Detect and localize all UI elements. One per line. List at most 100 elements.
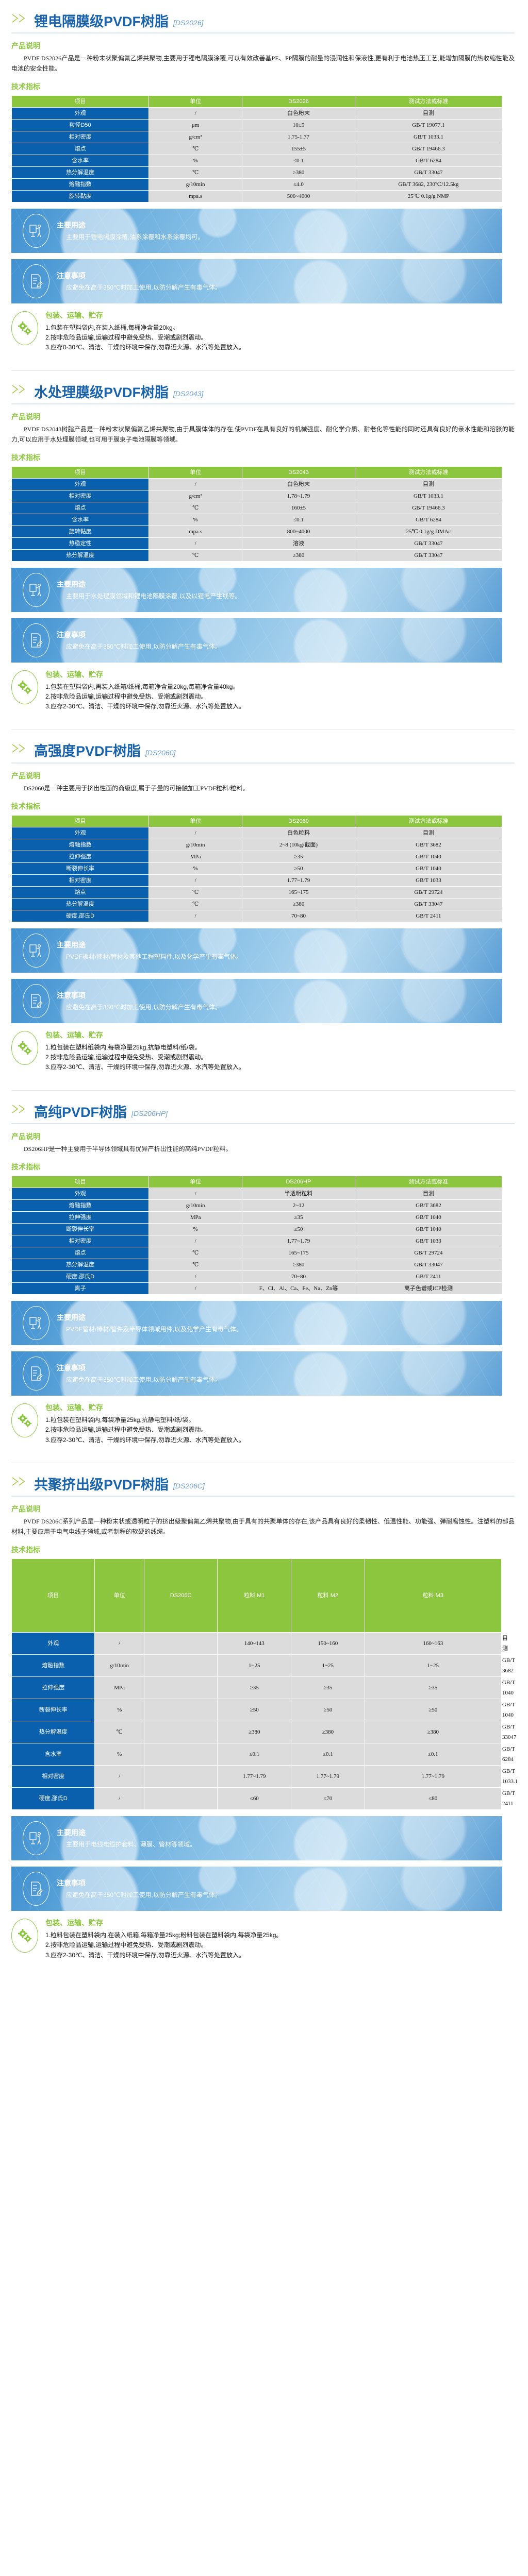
table-row: 外观 / 白色粉末 目测 — [12, 478, 502, 490]
table-cell: mpa.s — [149, 190, 242, 202]
table-cell: g/10min — [149, 839, 242, 851]
row-label: 断裂伸长率 — [12, 1699, 95, 1721]
table-cell: ≤0.1 — [242, 514, 355, 526]
table-cell: % — [95, 1743, 144, 1765]
table-row: 熔融指数 g/10min 1~25 1~25 1~25 GB/T 3682 — [12, 1654, 515, 1676]
table-cell: g/10min — [149, 178, 242, 190]
packaging-block: 包装、运输、贮存 1.包装在塑料袋内,再装入纸箱/纸桶,每箱净含量20kg,每箱净… — [11, 669, 502, 712]
list-item: 2.按非危险品运输,运输过程中避免受热、受潮或剧烈震动。 — [45, 1941, 207, 1949]
table-row: 熔点 ℃ 160±5 GB/T 19466.3 — [12, 502, 502, 514]
table-cell: ≥50 — [242, 862, 355, 874]
description-heading: 产品说明 — [11, 1132, 40, 1141]
gears-icon — [11, 1918, 38, 1953]
table-cell: % — [95, 1699, 144, 1721]
description-text: PVDF DS2026产品是一种粉末状聚偏氟乙烯共聚物,主要用于锂电隔膜涂覆,可… — [11, 55, 515, 72]
table-row: 旋转黏度 mpa.s 500~4000 25℃ 0.1g/g NMP — [12, 190, 502, 202]
list-item: 1.粒包装在塑料袋内,每袋净量25kg,抗静电塑料/纸/袋。 — [45, 1416, 195, 1423]
usage-heading: 主要用途 — [57, 580, 86, 588]
product-title-row: 高强度PVDF树脂 [DS2060] — [0, 730, 528, 761]
table-cell: g/cm³ — [149, 131, 242, 143]
table-cell: 140~143 — [218, 1632, 291, 1654]
list-item: 3.应存2-30℃、清洁、干燥的环境中保存,勿靠近火源、水汽等处置放入。 — [45, 1063, 245, 1071]
table-cell: 1.77~1.79 — [218, 1765, 291, 1787]
spec-table: 项目 单位 DS2026 测试方法或标准 外观 / 白色粉末 目测 粒径D50 μm 10±5 GB/… — [11, 95, 502, 202]
table-cell: ℃ — [149, 502, 242, 514]
table-cell: / — [149, 107, 242, 119]
table-header-row: 项目 单位 DS206C 粒料 M1 粒料 M2 粒料 M3 测试方法或标准 — [12, 1558, 508, 1632]
description-text: PVDF DS206C系列产品是一种粉末状或透明粒子的挤出级聚偏氟乙烯共聚物,由… — [11, 1518, 515, 1535]
table-cell: ≥380 — [291, 1721, 365, 1743]
list-item: 3.应存2-30℃、清洁、干燥的环境中保存,勿靠近火源、水汽等处置放入。 — [45, 1951, 245, 1959]
description-heading: 产品说明 — [11, 42, 40, 50]
table-cell: 半透明粒料 — [242, 1188, 355, 1199]
column-header: DS2043 — [242, 466, 355, 478]
table-cell: 70~80 — [242, 1270, 355, 1282]
table-cell: GB/T 33047 — [355, 537, 502, 549]
table-cell: GB/T 1033 — [355, 1235, 502, 1247]
page-title: 共聚挤出级PVDF树脂 — [34, 1477, 169, 1493]
table-cell: 1~25 — [291, 1654, 365, 1676]
table-row: 含水率% ≤0.1 ≤0.1 ≤0.1 GB/T 6284 — [12, 1743, 515, 1765]
presentation-board-icon — [23, 213, 50, 248]
packaging-heading: 包装、运输、贮存 — [45, 311, 103, 319]
notice-banner: 注意事项 应避免在高于350℃时加工使用,以防分解产生有毒气体。 — [11, 1351, 502, 1396]
table-header-row: 项目 单位 DS206HP 测试方法或标准 — [12, 1176, 502, 1188]
column-header: DS2060 — [242, 815, 355, 827]
column-header: 项目 — [12, 466, 149, 478]
table-cell: 白色粉末 — [242, 478, 355, 490]
gears-icon — [11, 1403, 38, 1437]
table-row: 旋转黏度 mpa.s 800~4000 25℃ 0.1g/g DMAc — [12, 526, 502, 537]
table-cell: GB/T 29724 — [355, 886, 502, 898]
table-row: 熔点 ℃ 165~175 GB/T 29724 — [12, 886, 502, 898]
table-cell — [144, 1676, 218, 1699]
table-cell: GB/T 33047 — [355, 898, 502, 910]
usage-banner: 主要用途 PVDF管材/棒材/管件及半导体领域用件,以及化学产生有毒气体。 — [11, 1300, 502, 1345]
product-section-0: 锂电隔膜级PVDF树脂 [DS2026] 产品说明 PVDF DS2026产品是一种粉… — [0, 0, 528, 360]
document-pencil-icon — [23, 984, 50, 1018]
table-cell: μm — [149, 119, 242, 131]
row-label: 熔融指数 — [12, 178, 149, 190]
product-title-row: 锂电隔膜级PVDF树脂 [DS2026] — [0, 0, 528, 31]
row-label: 热分解温度 — [12, 1721, 95, 1743]
table-cell: GB/T 1040 — [355, 862, 502, 874]
table-cell: GB/T 6284 — [355, 155, 502, 166]
notice-text: 应避免在高于350℃时加工使用,以防分解产生有毒气体。 — [66, 1003, 221, 1011]
table-row: 断裂伸长率% ≥50 GB/T 1040 — [12, 862, 502, 874]
list-item: 3.应存0-30℃、清洁、干燥的环境中保存,勿靠近火源、水汽等处置放入。 — [45, 344, 245, 351]
title-divider — [11, 32, 515, 33]
table-row: 熔融指数 g/10min 2~12 GB/T 3682 — [12, 1199, 502, 1211]
row-label: 外观 — [12, 1632, 95, 1654]
list-item: 2.按非危险品运输,运输过程中避免受热、受潮或剧烈震动。 — [45, 1054, 207, 1061]
table-cell: ≥50 — [242, 1223, 355, 1235]
product-code: [DS2043] — [173, 389, 204, 398]
table-cell: / — [149, 827, 242, 839]
table-cell: 165~175 — [242, 886, 355, 898]
row-label: 断裂伸长率 — [12, 862, 149, 874]
table-cell: / — [95, 1765, 144, 1787]
packaging-heading: 包装、运输、贮存 — [45, 1030, 103, 1039]
table-row: 熔点 ℃ 165~175 GB/T 29724 — [12, 1247, 502, 1259]
title-divider — [11, 1123, 515, 1124]
product-title-row: 水处理膜级PVDF树脂 [DS2043] — [0, 371, 528, 402]
spec-table: 项目 单位 DS206C 粒料 M1 粒料 M2 粒料 M3 测试方法或标准 外观 / 140~1… — [11, 1558, 518, 1810]
row-label: 硬度,邵氏D — [12, 1787, 95, 1809]
table-cell: GB/T 2411 — [355, 910, 502, 922]
row-label: 热分解温度 — [12, 166, 149, 178]
datasheet-page: 锂电隔膜级PVDF树脂 [DS2026] 产品说明 PVDF DS2026产品是一种粉… — [0, 0, 528, 1959]
column-header: 单位 — [95, 1558, 144, 1632]
table-cell: 1.75-1.77 — [242, 131, 355, 143]
column-header: 单位 — [149, 95, 242, 107]
table-row: 熔点 ℃ 155±5 GB/T 19466.3 — [12, 143, 502, 155]
table-cell: g/cm³ — [149, 490, 242, 502]
table-cell: ≥50 — [218, 1699, 291, 1721]
table-row: 热分解温度 ℃ ≥380 ≥380 ≥380 GB/T 33047 — [12, 1721, 516, 1743]
table-cell: GB/T 1033.1 — [355, 490, 502, 502]
usage-text: 主要用于电线电缆护套料、薄膜、管材等领域。 — [66, 1840, 196, 1848]
description-text: DS2060是一种主要用于挤出性面的商级度,属于子量的可接触加工PVDF粒料/粒… — [24, 784, 249, 792]
row-label: 含水率 — [12, 1743, 95, 1765]
row-label: 熔点 — [12, 143, 149, 155]
spec-table: 项目 单位 DS2060 测试方法或标准 外观 / 白色粒料 目测 熔融指数 g/10min 2~8… — [11, 815, 502, 922]
table-cell: mpa.s — [149, 526, 242, 537]
table-cell: GB/T 19466.3 — [355, 143, 502, 155]
spec-heading: 技术指标 — [11, 1162, 40, 1171]
